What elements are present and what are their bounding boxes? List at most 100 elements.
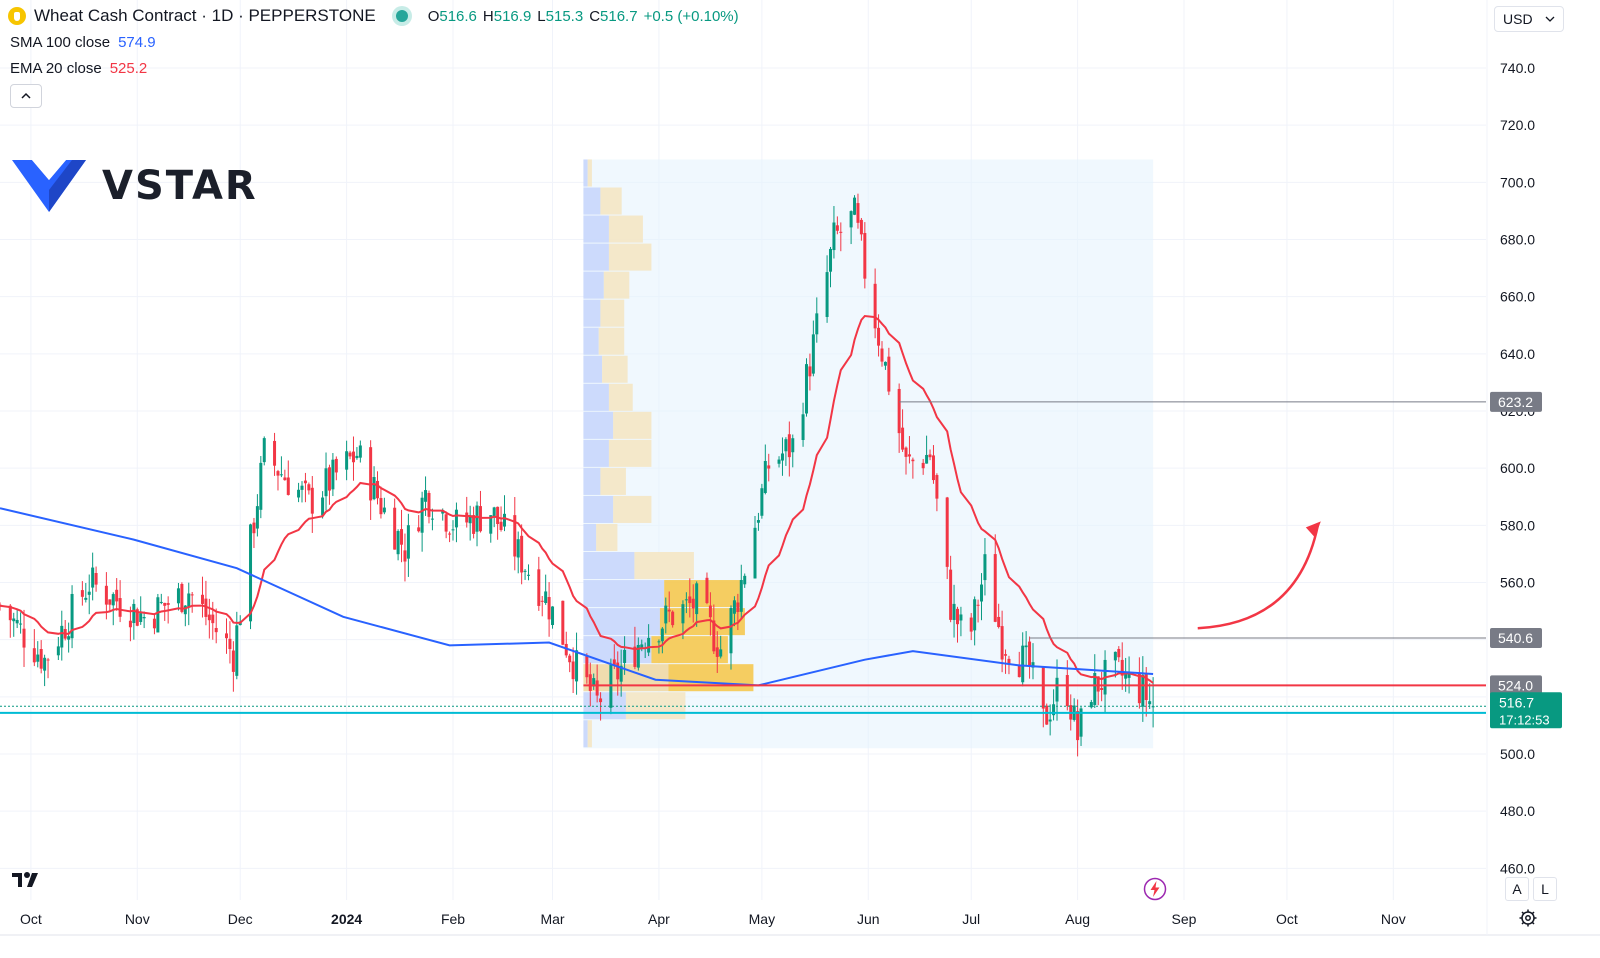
candle-body: [859, 219, 863, 235]
candle-body: [1124, 673, 1128, 679]
candle: [276, 469, 280, 491]
candle-body: [595, 680, 599, 696]
candle: [132, 599, 136, 640]
candle-body: [551, 606, 555, 626]
candle: [448, 531, 452, 543]
candle-body: [499, 521, 503, 530]
auto-scale-button[interactable]: A: [1505, 877, 1529, 901]
candle: [660, 627, 664, 654]
candle: [849, 210, 853, 245]
candle: [139, 596, 143, 625]
candle-body: [1079, 708, 1083, 737]
candle: [571, 647, 575, 694]
candle: [1093, 654, 1097, 709]
candle: [863, 222, 867, 289]
candle: [969, 613, 973, 641]
price-label-bg: [1490, 627, 1542, 648]
candle-body: [19, 623, 23, 625]
candle-body: [780, 453, 784, 461]
y-tick-label: 580.0: [1500, 517, 1535, 533]
candle: [671, 610, 675, 628]
candle-body: [657, 641, 661, 643]
sma-label: SMA 100 close: [10, 34, 111, 51]
candle-body: [207, 614, 211, 621]
last-price-value: 516.7: [1499, 694, 1534, 710]
candle: [211, 601, 215, 640]
candle-body: [760, 488, 764, 516]
settings-gear-icon[interactable]: [1518, 908, 1538, 933]
market-status-icon: [395, 10, 408, 22]
candle: [214, 608, 218, 644]
volume-profile-bar-up: [603, 271, 630, 299]
candle-body: [832, 222, 836, 251]
candle: [187, 582, 191, 626]
candle: [1041, 666, 1045, 728]
candle: [454, 502, 458, 543]
candle-body: [825, 272, 829, 317]
tradingview-logo-icon[interactable]: [12, 870, 46, 895]
symbol-title[interactable]: Wheat Cash Contract · 1D · PEPPERSTONE: [34, 6, 376, 25]
y-tick-label: 500.0: [1500, 746, 1535, 762]
candle-body: [351, 451, 355, 463]
candle-body: [417, 527, 421, 532]
candle: [478, 490, 482, 533]
candle-body: [448, 533, 452, 535]
ema-line: [0, 314, 1154, 684]
candle-body: [571, 661, 575, 680]
ema-legend[interactable]: EMA 20 close 525.2: [10, 60, 147, 77]
candle-body: [403, 550, 407, 562]
candle: [993, 534, 997, 623]
candle: [667, 591, 671, 623]
vstar-logo-text: VSTAR: [102, 163, 258, 209]
log-scale-button[interactable]: L: [1533, 877, 1557, 901]
candle-body: [345, 451, 349, 470]
candle-body: [187, 593, 191, 608]
volume-profile-bar-down: [583, 159, 588, 187]
candle: [945, 496, 949, 580]
candle: [691, 584, 695, 623]
volume-profile-bar-down: [583, 580, 665, 608]
candle: [60, 610, 64, 661]
x-tick-label: Feb: [441, 911, 465, 927]
x-axis: Oct Nov Dec 2024 Feb Mar Apr May Jun Jul Aug Sep Oct…: [0, 911, 1600, 936]
candle-body: [804, 364, 808, 414]
candle-body: [310, 487, 314, 514]
candle-body: [84, 597, 88, 600]
candle: [619, 649, 623, 697]
volume-profile-bar-up: [596, 523, 618, 552]
close-value: C516.7: [589, 7, 638, 25]
volume-profile-bar-up: [634, 552, 694, 580]
candle: [688, 578, 692, 618]
candle: [1045, 703, 1049, 725]
candle: [417, 515, 421, 533]
currency-select[interactable]: USD: [1494, 6, 1564, 32]
candle-body: [454, 509, 458, 528]
candle: [784, 437, 788, 466]
candle: [489, 515, 493, 543]
candle: [928, 449, 932, 461]
candle-body: [249, 524, 253, 622]
candle-body: [523, 570, 527, 572]
volume-profile-bar-down: [583, 720, 588, 748]
candle-body: [430, 518, 434, 520]
candle-body: [633, 646, 637, 667]
collapse-legend-button[interactable]: [10, 84, 42, 108]
volume-profile-bar-up: [664, 580, 741, 608]
candle-body: [1028, 641, 1032, 667]
forecast-arrow: [1197, 525, 1320, 630]
candle-body: [575, 650, 579, 682]
candle-body: [784, 439, 788, 452]
x-tick-label: Nov: [125, 911, 150, 927]
candle: [273, 432, 277, 476]
candle-body: [334, 458, 338, 473]
candle: [94, 566, 98, 592]
lightning-icon[interactable]: [1143, 877, 1167, 906]
x-tick-label: Oct: [20, 911, 42, 927]
volume-profile-bar-down: [583, 383, 609, 411]
candle-body: [441, 510, 445, 514]
candle: [300, 481, 304, 503]
candle-body: [1052, 704, 1056, 716]
sma-legend[interactable]: SMA 100 close 574.9: [10, 34, 156, 51]
candle-body: [1127, 671, 1131, 678]
